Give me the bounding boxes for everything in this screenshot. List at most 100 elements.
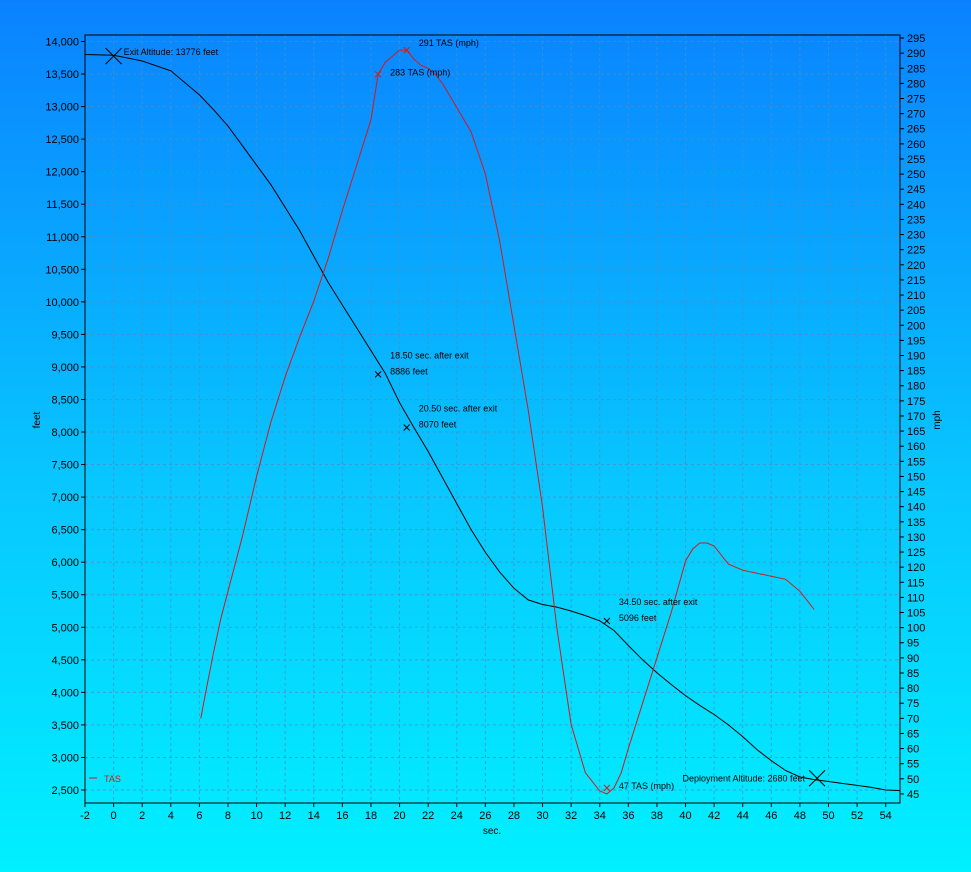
- annotation-label-value: 8070 feet: [419, 419, 457, 429]
- y-right-tick-label: 90: [907, 653, 919, 665]
- x-axis-ticks: -2 0 2 4 6 8 10 12 14 16 18 20 22 24 26 28 30 32 34 36 38 40 4…: [80, 803, 892, 822]
- x-tick-label: 2: [139, 810, 145, 822]
- y-right-tick-label: 285: [907, 63, 925, 75]
- y-right-tick-label: 265: [907, 124, 925, 136]
- annotation-marker: [374, 370, 382, 378]
- x-tick-label: 40: [679, 810, 691, 822]
- y-right-tick-label: 270: [907, 109, 925, 121]
- annotation-label-value: 5096 feet: [619, 613, 657, 623]
- y-left-tick-label: 13,000: [45, 102, 79, 114]
- plot-frame: [84, 34, 901, 804]
- x-tick-label: 34: [594, 810, 606, 822]
- annotation-label: Exit Altitude: 13776 feet: [124, 47, 219, 57]
- y-right-tick-label: 225: [907, 245, 925, 257]
- annotation-label: 283 TAS (mph): [390, 67, 450, 77]
- x-tick-label: 36: [622, 810, 634, 822]
- y-left-tick-label: 4,000: [51, 687, 79, 699]
- y-left-tick-label: 12,000: [45, 167, 79, 179]
- y-right-tick-label: 180: [907, 381, 925, 393]
- y-right-tick-label: 175: [907, 396, 925, 408]
- y-right-tick-label: 120: [907, 562, 925, 574]
- y-right-tick-label: 170: [907, 411, 925, 423]
- x-tick-label: 0: [111, 810, 117, 822]
- legend: TAS: [89, 774, 121, 784]
- y-left-tick-label: 7,000: [51, 492, 79, 504]
- y-right-tick-label: 210: [907, 290, 925, 302]
- x-tick-label: 28: [508, 810, 520, 822]
- y-right-tick-label: 205: [907, 305, 925, 317]
- y-right-tick-label: 280: [907, 78, 925, 90]
- y-left-tick-label: 2,500: [51, 785, 79, 797]
- altitude-series-line: [84, 54, 901, 792]
- y-left-tick-label: 3,000: [51, 752, 79, 764]
- y-left-tick-label: 9,000: [51, 362, 79, 374]
- y-right-tick-label: 275: [907, 93, 925, 105]
- annotation-label: 47 TAS (mph): [619, 781, 674, 791]
- x-tick-label: 24: [451, 810, 463, 822]
- x-tick-label: 22: [422, 810, 434, 822]
- y-right-tick-label: 215: [907, 275, 925, 287]
- x-tick-label: 26: [479, 810, 491, 822]
- y-right-tick-label: 130: [907, 532, 925, 544]
- y-left-tick-label: 6,000: [51, 557, 79, 569]
- y-right-axis-label: mph: [932, 410, 943, 429]
- grid: [84, 35, 900, 803]
- y-right-tick-label: 45: [907, 789, 919, 801]
- y-left-axis-label: feet: [32, 411, 43, 428]
- y-right-tick-label: 85: [907, 668, 919, 680]
- y-left-axis-ticks: 2,500 3,000 3,500 4,000 4,500 5,000 5,500 6,000…: [45, 37, 85, 797]
- annotation-label: 18.50 sec. after exit: [390, 350, 469, 360]
- x-tick-label: 8: [225, 810, 231, 822]
- x-tick-label: 14: [308, 810, 320, 822]
- y-right-tick-label: 245: [907, 184, 925, 196]
- y-right-tick-label: 65: [907, 728, 919, 740]
- y-right-tick-label: 240: [907, 199, 925, 211]
- y-right-tick-label: 135: [907, 517, 925, 529]
- y-right-tick-label: 220: [907, 260, 925, 272]
- x-tick-label: 50: [822, 810, 834, 822]
- y-right-tick-label: 145: [907, 487, 925, 499]
- y-right-tick-label: 295: [907, 33, 925, 45]
- y-right-tick-label: 290: [907, 48, 925, 60]
- annotation-marker: [603, 784, 611, 792]
- x-tick-label: -2: [80, 810, 90, 822]
- y-left-tick-label: 4,500: [51, 655, 79, 667]
- y-right-tick-label: 185: [907, 366, 925, 378]
- annotation-label: 291 TAS (mph): [419, 38, 479, 48]
- y-left-tick-label: 12,500: [45, 134, 79, 146]
- y-right-axis-ticks: 45 50 55 60 65 70 75 80 85 90 95 100 105 110 115 120 125…: [900, 33, 925, 801]
- y-right-tick-label: 235: [907, 214, 925, 226]
- y-left-tick-label: 5,000: [51, 622, 79, 634]
- y-right-tick-label: 155: [907, 456, 925, 468]
- x-tick-label: 4: [168, 810, 174, 822]
- y-right-tick-label: 75: [907, 698, 919, 710]
- y-left-tick-label: 6,500: [51, 525, 79, 537]
- y-right-tick-label: 160: [907, 441, 925, 453]
- y-right-tick-label: 230: [907, 230, 925, 242]
- annotation-label: 20.50 sec. after exit: [419, 403, 498, 413]
- y-left-tick-label: 13,500: [45, 69, 79, 81]
- annotation-marker: [105, 47, 122, 65]
- y-left-tick-label: 14,000: [45, 37, 79, 49]
- y-right-tick-label: 100: [907, 623, 925, 635]
- y-right-tick-label: 105: [907, 608, 925, 620]
- y-right-tick-label: 125: [907, 547, 925, 559]
- tas-series-line: [200, 49, 815, 795]
- y-left-tick-label: 9,500: [51, 329, 79, 341]
- x-tick-label: 12: [279, 810, 291, 822]
- x-tick-label: 52: [851, 810, 863, 822]
- y-right-tick-label: 80: [907, 683, 919, 695]
- annotation-label: 34.50 sec. after exit: [619, 597, 698, 607]
- y-right-tick-label: 190: [907, 351, 925, 363]
- x-tick-label: 38: [651, 810, 663, 822]
- y-right-tick-label: 55: [907, 759, 919, 771]
- y-left-tick-label: 10,500: [45, 264, 79, 276]
- y-right-tick-label: 70: [907, 713, 919, 725]
- y-right-tick-label: 260: [907, 139, 925, 151]
- y-right-tick-label: 60: [907, 744, 919, 756]
- y-left-tick-label: 5,500: [51, 590, 79, 602]
- y-right-tick-label: 140: [907, 502, 925, 514]
- x-tick-label: 10: [250, 810, 262, 822]
- y-right-tick-label: 115: [907, 577, 925, 589]
